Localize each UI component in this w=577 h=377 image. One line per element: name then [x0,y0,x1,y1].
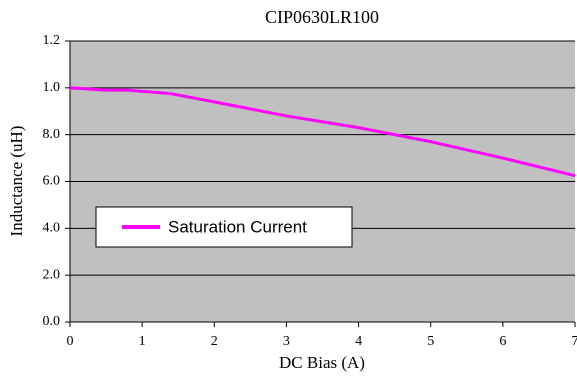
x-tick-label: 5 [427,334,434,349]
x-tick-label: 2 [211,334,218,349]
x-axis-title: DC Bias (A) [279,353,365,372]
chart-title: CIP0630LR100 [265,7,379,27]
x-tick-label: 3 [283,334,290,349]
series-line [69,86,576,178]
x-tick-label: 6 [499,334,506,349]
x-tick-label: 4 [355,334,362,349]
y-tick-label: 6.0 [43,174,61,189]
y-tick-label: 8.0 [43,127,61,142]
y-tick-label: 1.0 [43,80,61,95]
y-tick-label: 0.0 [43,314,61,329]
x-tick-label: 1 [139,334,146,349]
x-tick-label: 7 [572,334,577,349]
y-tick-label: 4.0 [43,221,61,236]
y-tick-label: 2.0 [43,267,61,282]
legend-label: Saturation Current [168,217,307,236]
y-axis-title: Inductance (uH) [7,126,26,237]
x-tick-label: 0 [67,334,74,349]
y-tick-label: 1.2 [43,33,61,48]
